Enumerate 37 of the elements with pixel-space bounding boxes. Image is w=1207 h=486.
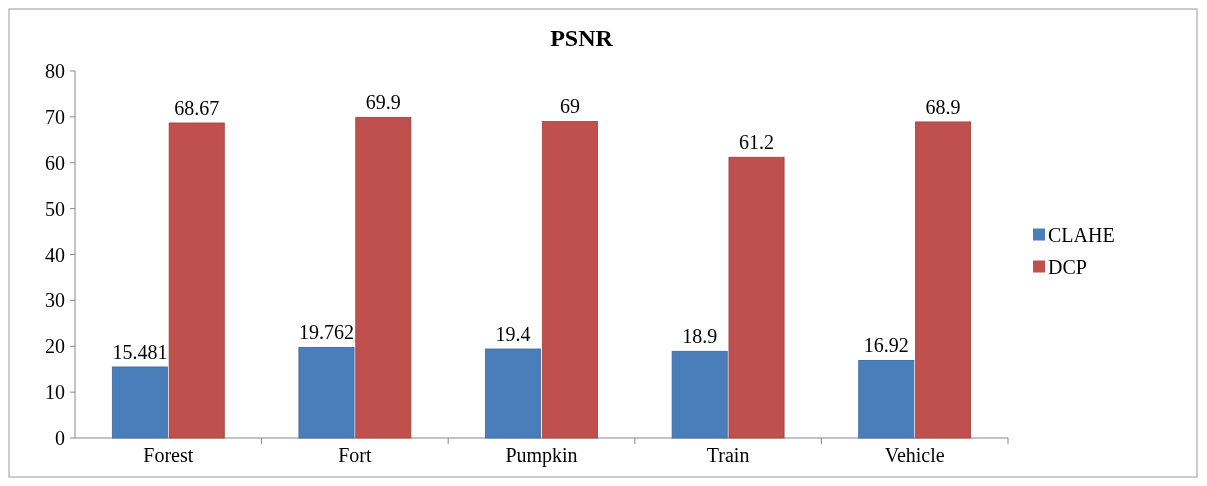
y-tick-label: 70 (45, 105, 65, 128)
data-label: 69.9 (365, 91, 401, 114)
y-tick-label: 80 (45, 60, 65, 82)
data-label: 68.67 (174, 96, 220, 119)
y-tick-label: 0 (55, 427, 65, 449)
bar (168, 122, 225, 439)
bar (541, 121, 598, 439)
x-tick-label: Forest (143, 444, 194, 466)
y-tick-label: 10 (45, 381, 65, 404)
y-tick-label: 30 (45, 289, 65, 312)
data-label: 16.92 (863, 334, 909, 357)
data-label: 19.762 (298, 321, 354, 344)
data-label: 68.9 (925, 95, 961, 118)
bar (858, 359, 915, 439)
legend-label: CLAHE (1048, 223, 1115, 246)
bar (671, 350, 728, 439)
data-label: 19.4 (495, 323, 531, 345)
data-label: 69 (559, 95, 580, 118)
data-label: 18.9 (682, 325, 718, 348)
bar (485, 348, 542, 439)
x-tick-label: Vehicle (884, 444, 945, 466)
bar (355, 116, 412, 439)
data-label: 61.2 (739, 131, 775, 154)
x-tick-label: Pumpkin (505, 444, 578, 467)
y-tick-label: 60 (45, 151, 65, 174)
data-label: 15.481 (112, 340, 168, 363)
bar (915, 121, 972, 439)
legend-label: DCP (1048, 255, 1087, 278)
x-tick-label: Fort (338, 444, 373, 466)
y-tick-label: 20 (45, 335, 65, 358)
bar (728, 156, 785, 439)
bar (111, 366, 168, 439)
x-tick-label: Train (706, 444, 750, 466)
bar (298, 346, 355, 439)
y-tick-label: 50 (45, 197, 65, 220)
y-tick-label: 40 (45, 243, 65, 266)
chart-title: PSNR (550, 25, 614, 51)
